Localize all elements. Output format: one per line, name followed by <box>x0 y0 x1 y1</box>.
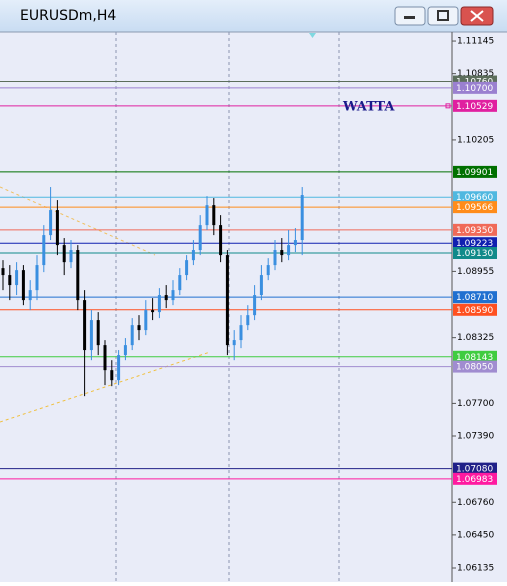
level-label: 1.08590 <box>456 306 493 316</box>
candle-body <box>62 245 66 263</box>
candle-body <box>205 205 209 226</box>
candle-body <box>117 355 121 381</box>
candle-body <box>185 260 189 276</box>
candle-body <box>83 300 87 351</box>
level-label-box <box>453 462 497 475</box>
level-label: 1.09223 <box>456 239 493 249</box>
level-label: 1.09350 <box>456 226 493 236</box>
level-label-box <box>453 303 497 316</box>
candle-body <box>212 205 216 226</box>
y-tick-label: 1.08955 <box>457 267 494 277</box>
candle-body <box>273 250 277 266</box>
window-buttons[interactable] <box>394 6 494 26</box>
level-label-box <box>453 291 497 304</box>
candle-body <box>137 325 141 331</box>
candle-body <box>293 240 297 246</box>
level-label: 1.08050 <box>456 363 493 373</box>
level-label: 1.09566 <box>456 203 493 213</box>
candle-body <box>69 250 73 263</box>
level-label-box <box>453 223 497 236</box>
level-label-box <box>453 99 497 112</box>
y-tick-label: 1.07700 <box>457 399 494 409</box>
level-label-box <box>453 237 497 250</box>
candle-body <box>191 250 195 261</box>
level-label-box <box>453 81 497 94</box>
y-tick-label: 1.06760 <box>457 498 494 508</box>
level-label: 1.09660 <box>456 193 493 203</box>
candle-body <box>8 275 12 286</box>
candle-body <box>157 295 161 313</box>
level-label-box <box>453 360 497 373</box>
candle-body <box>198 225 202 251</box>
level-label: 1.08143 <box>456 353 493 363</box>
candle-body <box>287 245 291 256</box>
window-title: EURUSDm,H4 <box>20 8 116 24</box>
candle-body <box>144 310 148 331</box>
level-label-box <box>453 246 497 259</box>
candle-body <box>246 315 250 326</box>
candle-body <box>239 325 243 341</box>
candle-body <box>96 320 100 346</box>
candle-body <box>130 325 134 346</box>
level-label-box <box>453 472 497 485</box>
candle-body <box>259 275 263 296</box>
shift-marker <box>309 33 316 38</box>
candle-body <box>15 270 19 286</box>
annotation: WATTA <box>342 99 395 114</box>
candle-body <box>89 320 93 351</box>
candle-body <box>225 255 229 346</box>
close-icon <box>470 10 484 22</box>
y-tick-label: 1.10205 <box>457 135 494 145</box>
candle-body <box>35 265 39 291</box>
candle-body <box>49 210 53 236</box>
candle-body <box>164 295 168 301</box>
level-label-box <box>453 201 497 214</box>
level-label-box <box>453 165 497 178</box>
level-label-box <box>453 350 497 363</box>
y-tick-label: 1.07390 <box>457 432 494 442</box>
level-label: 1.09901 <box>456 168 493 178</box>
annotation-anchor <box>445 103 451 109</box>
candle-body <box>123 345 127 356</box>
y-tick-label: 1.06135 <box>457 564 494 574</box>
candle-body <box>28 290 32 301</box>
level-label-box <box>453 191 497 204</box>
candle-body <box>253 295 257 316</box>
candle-body <box>42 235 46 266</box>
candle-body <box>110 370 114 381</box>
maximize-icon <box>437 10 449 21</box>
candle-body <box>21 270 25 301</box>
candle-body <box>219 225 223 256</box>
level-label: 1.06983 <box>456 475 493 485</box>
level-label: 1.10529 <box>456 102 493 112</box>
candle-body <box>178 275 182 291</box>
y-tick-label: 1.11145 <box>457 37 494 47</box>
y-tick-label: 1.10835 <box>457 69 494 79</box>
candle-body <box>1 268 5 276</box>
candle-body <box>55 210 59 246</box>
candle-body <box>300 195 304 241</box>
candle-body <box>151 310 155 313</box>
candle-body <box>266 265 270 276</box>
time-grid <box>115 32 340 582</box>
candle-body <box>103 345 107 371</box>
candle-body <box>280 250 284 256</box>
level-label: 1.07080 <box>456 465 493 475</box>
maximize-button[interactable] <box>427 6 459 26</box>
candle-body <box>76 250 80 301</box>
level-label: 1.08710 <box>456 293 493 303</box>
trend-line <box>0 186 156 256</box>
candle-body <box>171 290 175 301</box>
level-label: 1.10700 <box>456 84 493 94</box>
minimize-icon <box>404 16 415 19</box>
y-tick-label: 1.08325 <box>457 333 494 343</box>
y-tick-label: 1.06450 <box>457 530 494 540</box>
candle-body <box>232 340 236 346</box>
trend-line <box>0 351 211 423</box>
level-label: 1.09130 <box>456 249 493 259</box>
